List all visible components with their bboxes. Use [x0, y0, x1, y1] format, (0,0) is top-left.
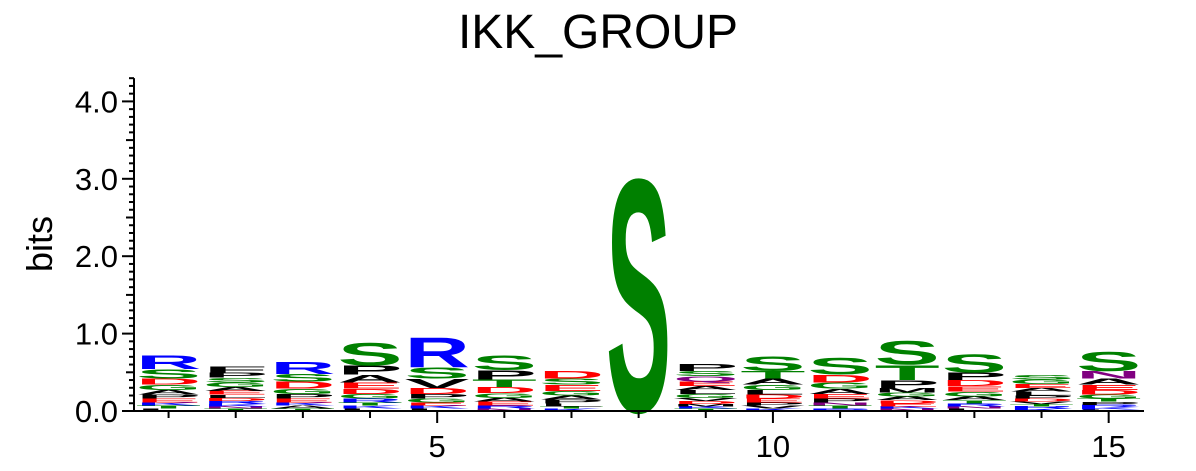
- logo-glyph-1-R: R: [136, 352, 201, 374]
- y-tick-label: 2.0: [75, 239, 118, 274]
- chart-title: IKK_GROUP: [458, 6, 738, 59]
- x-tick-label: 15: [1091, 429, 1125, 464]
- logo-glyph-5-R: R: [405, 328, 470, 376]
- logo-glyph-6-S: S: [472, 351, 537, 375]
- y-axis-label: bits: [19, 216, 60, 272]
- logo-glyph-15-S: S: [1076, 346, 1141, 377]
- logo-glyph-7-D: D: [539, 369, 604, 381]
- logo-glyph-11-S: S: [808, 354, 873, 380]
- y-tick-label: 4.0: [75, 84, 118, 119]
- logo-glyph-9-P: P: [673, 362, 738, 373]
- x-tick-label: 5: [429, 429, 446, 464]
- logo-glyph-4-S: S: [337, 337, 402, 373]
- logo-glyph-14-S: S: [1009, 373, 1074, 380]
- logo-glyph-3-R: R: [270, 358, 335, 377]
- logo-glyph-2-F: F: [203, 365, 268, 375]
- logo-glyph-13-S: S: [942, 349, 1007, 378]
- x-tick-label: 10: [756, 429, 790, 464]
- y-tick-label: 0.0: [75, 394, 118, 429]
- y-tick-label: 1.0: [75, 317, 118, 352]
- y-tick-label: 3.0: [75, 162, 118, 197]
- logo-glyph-12-S: S: [875, 334, 940, 373]
- logo-glyph-10-S: S: [740, 351, 805, 375]
